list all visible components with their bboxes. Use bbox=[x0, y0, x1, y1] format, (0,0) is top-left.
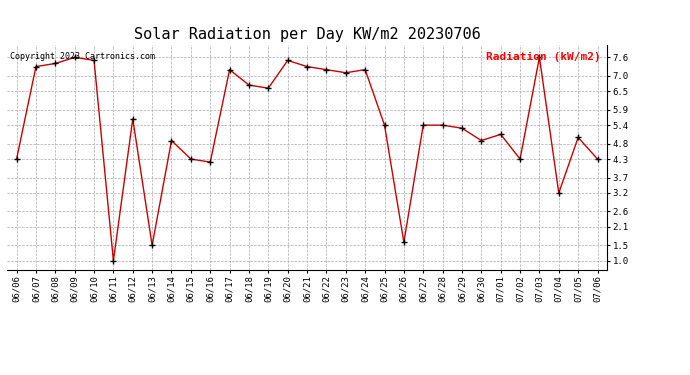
Text: Radiation (kW/m2): Radiation (kW/m2) bbox=[486, 52, 601, 62]
Title: Solar Radiation per Day KW/m2 20230706: Solar Radiation per Day KW/m2 20230706 bbox=[134, 27, 480, 42]
Text: Copyright 2023 Cartronics.com: Copyright 2023 Cartronics.com bbox=[10, 52, 155, 61]
